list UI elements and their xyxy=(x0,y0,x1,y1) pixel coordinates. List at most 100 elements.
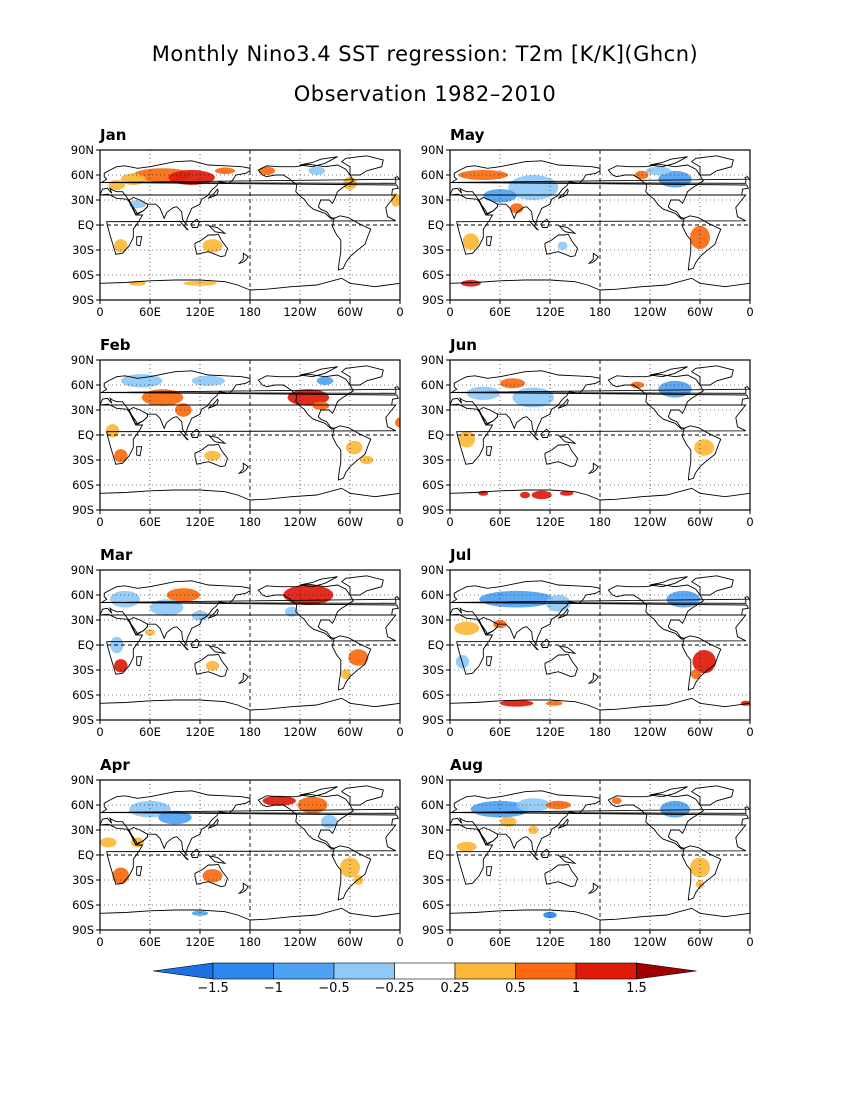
anomaly-region xyxy=(215,167,235,175)
x-tick-label: 60W xyxy=(686,305,714,319)
coastline-newzealand xyxy=(237,462,249,475)
x-tick-label: 0 xyxy=(396,515,404,529)
colorbar-label: 1.5 xyxy=(626,981,647,996)
x-tick-label: 120E xyxy=(185,935,215,949)
coastline-japan xyxy=(557,188,569,199)
anomaly-region xyxy=(316,376,334,385)
y-tick-label: 60S xyxy=(422,898,444,912)
coastline-arabia xyxy=(128,197,148,215)
coastline-japan xyxy=(557,398,569,409)
y-tick-label: 90N xyxy=(70,143,94,157)
colorbar-segment xyxy=(273,962,335,980)
anomaly-region xyxy=(466,386,500,400)
coastline-antarctica xyxy=(100,489,251,510)
coastline-antarctica2 xyxy=(599,277,750,300)
x-tick-label: 60E xyxy=(489,725,511,739)
anomaly-region xyxy=(258,166,275,175)
anomaly-region xyxy=(531,490,552,500)
x-tick-label: 60W xyxy=(686,935,714,949)
coastline-antarctica xyxy=(100,909,251,930)
y-tick-label: 30S xyxy=(422,453,444,467)
coastline-newzealand xyxy=(587,462,599,475)
coastline-arabia xyxy=(478,827,498,845)
y-tick-label: 30N xyxy=(70,823,94,837)
coastline-namerica xyxy=(607,793,704,850)
coastline-arabia xyxy=(128,617,148,635)
coastline-arabia xyxy=(128,827,148,845)
y-tick-label: 90S xyxy=(422,503,444,517)
y-tick-label: 60N xyxy=(420,378,444,392)
coastline-australia xyxy=(194,233,229,258)
coastline-uk xyxy=(450,176,750,184)
coastline-samerica xyxy=(332,215,372,271)
coastline-newguinea xyxy=(557,225,577,234)
anomaly-region xyxy=(205,660,220,671)
x-tick-label: 0 xyxy=(446,725,454,739)
colorbar-label: −0.5 xyxy=(318,981,350,996)
coastline-sumatra xyxy=(178,850,189,861)
coastline-africa xyxy=(450,193,747,255)
coastline-greenland xyxy=(690,365,734,386)
y-tick-label: 90N xyxy=(420,143,444,157)
anomaly-region xyxy=(516,798,550,812)
anomaly-region xyxy=(191,375,225,386)
coastline-samerica xyxy=(682,215,722,271)
anomaly-region xyxy=(500,816,517,827)
coastline-arctic1 xyxy=(299,156,338,168)
x-tick-label: 120E xyxy=(535,725,565,739)
coastline-arctic1 xyxy=(299,576,338,588)
anomaly-region xyxy=(690,669,701,680)
y-tick-label: 30S xyxy=(72,453,94,467)
coastline-australia xyxy=(544,653,579,678)
colorbar-segment xyxy=(333,962,395,980)
anomaly-region xyxy=(312,401,330,410)
anomaly-region xyxy=(158,810,192,825)
coastline-greenland xyxy=(340,365,384,386)
y-tick-label: EQ xyxy=(427,848,444,862)
coastline-sumatra xyxy=(528,430,539,441)
coastline-uk xyxy=(100,176,400,184)
y-tick-label: 60S xyxy=(72,898,94,912)
y-tick-label: 60N xyxy=(70,378,94,392)
x-tick-label: 180 xyxy=(589,515,611,529)
coastline-australia xyxy=(194,863,229,888)
x-tick-label: 180 xyxy=(589,725,611,739)
x-tick-label: 0 xyxy=(446,515,454,529)
coastline-sumatra xyxy=(178,430,189,441)
coastline-newguinea xyxy=(207,225,227,234)
x-tick-label: 120E xyxy=(535,305,565,319)
anomaly-region xyxy=(114,659,128,673)
anomaly-region xyxy=(100,837,117,848)
coastline-newguinea xyxy=(557,435,577,444)
coastline-greenland xyxy=(690,785,734,806)
y-tick-label: 30N xyxy=(420,823,444,837)
coastline-samerica xyxy=(682,425,722,481)
coastline-australia xyxy=(544,443,579,468)
x-tick-label: 120E xyxy=(185,725,215,739)
anomaly-region xyxy=(340,857,360,878)
anomaly-region xyxy=(500,700,534,707)
y-tick-label: EQ xyxy=(77,218,94,232)
y-tick-label: 90N xyxy=(420,353,444,367)
coastline-antarctica xyxy=(450,699,601,720)
colorbar-segment xyxy=(394,962,456,980)
colorbar-segment xyxy=(212,962,274,980)
coastline-uk xyxy=(450,596,750,604)
y-tick-label: 60S xyxy=(72,478,94,492)
x-tick-label: 60W xyxy=(336,935,364,949)
coastline-madagascar xyxy=(136,446,143,457)
colorbar-segment xyxy=(454,962,516,980)
y-tick-label: 90N xyxy=(420,563,444,577)
x-tick-label: 0 xyxy=(96,935,104,949)
x-tick-label: 0 xyxy=(96,725,104,739)
y-tick-label: 30S xyxy=(72,243,94,257)
coastline-antarctica xyxy=(450,489,601,510)
coastline-samerica xyxy=(332,635,372,691)
anomaly-region xyxy=(129,200,146,209)
panel-title-mar: Mar xyxy=(100,546,133,564)
y-tick-label: 30S xyxy=(422,243,444,257)
colorbar-label: 1 xyxy=(571,981,581,996)
x-tick-label: 60W xyxy=(686,515,714,529)
y-tick-label: 30S xyxy=(72,873,94,887)
coastline-samerica xyxy=(332,845,372,901)
